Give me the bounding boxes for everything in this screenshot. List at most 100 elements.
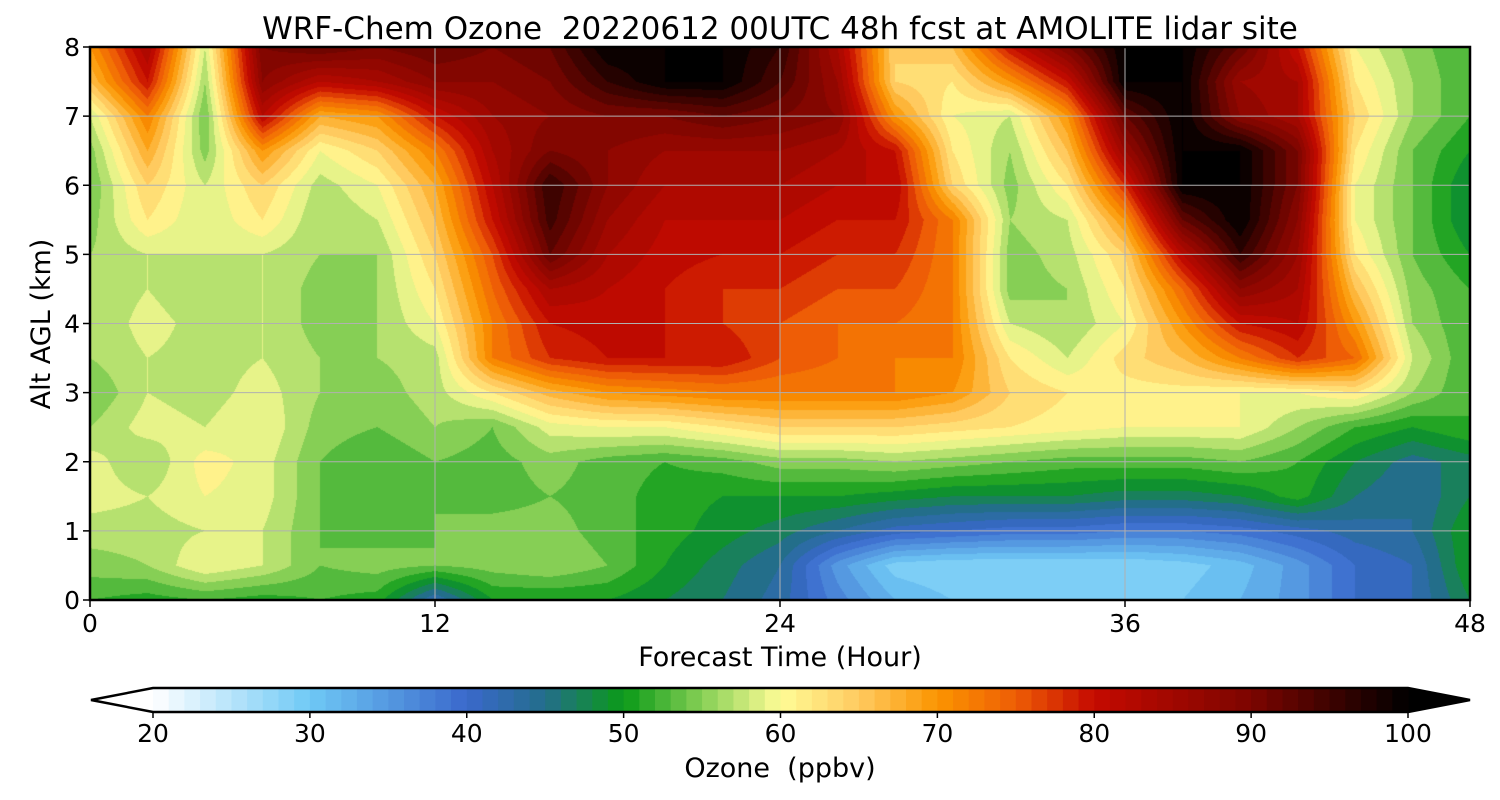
colorbar-swatch	[607, 688, 625, 712]
colorbar-swatch	[1392, 688, 1409, 712]
colorbar-swatch	[843, 688, 860, 712]
x-tick-label: 0	[82, 609, 98, 638]
colorbar-swatch	[466, 688, 484, 712]
colorbar-tick-label: 90	[1235, 719, 1267, 748]
colorbar-swatch	[749, 688, 766, 712]
colorbar-swatch	[1360, 688, 1378, 712]
colorbar-swatch	[937, 688, 954, 712]
colorbar-swatch	[764, 688, 782, 712]
colorbar-swatch	[1015, 688, 1033, 712]
colorbar-swatch	[560, 688, 578, 712]
colorbar-swatch	[372, 688, 389, 712]
colorbar-swatch	[1141, 688, 1158, 712]
colorbar-tick-label: 70	[921, 719, 953, 748]
colorbar-swatch	[702, 688, 719, 712]
colorbar-swatch	[1078, 688, 1095, 712]
colorbar-swatch	[451, 688, 468, 712]
colorbar-swatch	[686, 688, 703, 712]
y-tick-label: 5	[64, 240, 80, 269]
colorbar-swatch	[231, 688, 248, 712]
colorbar-swatch	[435, 688, 452, 712]
colorbar-swatch	[953, 688, 970, 712]
y-tick-label: 3	[64, 379, 80, 408]
colorbar-swatch	[1125, 688, 1142, 712]
colorbar-swatch	[1376, 688, 1393, 712]
colorbar-extend-max	[1407, 688, 1470, 712]
colorbar-extend-min	[91, 688, 154, 712]
colorbar-swatch	[1345, 688, 1362, 712]
y-tick-label: 2	[64, 448, 80, 477]
colorbar-swatch	[1172, 688, 1189, 712]
colorbar-swatch	[906, 688, 923, 712]
colorbar-swatch	[670, 688, 687, 712]
colorbar-tick-label: 20	[137, 719, 169, 748]
colorbar-swatch	[262, 688, 280, 712]
colorbar-swatch	[513, 688, 531, 712]
colorbar-swatch	[1094, 688, 1111, 712]
chart-title: WRF-Chem Ozone 20220612 00UTC 48h fcst a…	[262, 11, 1298, 47]
y-tick-label: 0	[64, 586, 80, 615]
colorbar-swatch	[1188, 688, 1205, 712]
x-tick-label: 48	[1454, 609, 1486, 638]
x-tick-label: 12	[419, 609, 451, 638]
colorbar-swatch	[874, 688, 891, 712]
x-axis: 0 12 24 36 48	[82, 600, 1486, 638]
colorbar-swatch	[858, 688, 876, 712]
colorbar-swatch	[796, 688, 813, 712]
colorbar-tick-label: 40	[451, 719, 483, 748]
colorbar-swatch	[294, 688, 311, 712]
colorbar-swatch	[717, 688, 735, 712]
colorbar-swatch	[780, 688, 797, 712]
colorbar-swatch	[1031, 688, 1048, 712]
colorbar-swatch	[278, 688, 295, 712]
colorbar-swatch	[655, 688, 672, 712]
colorbar-swatch	[968, 688, 986, 712]
colorbar-tick-label: 50	[608, 719, 640, 748]
colorbar-swatch	[247, 688, 264, 712]
colorbar-swatch	[419, 688, 436, 712]
colorbar-swatch	[1000, 688, 1017, 712]
colorbar-tick-label: 100	[1384, 719, 1432, 748]
colorbar-swatch	[184, 688, 201, 712]
colorbar-swatch	[921, 688, 938, 712]
colorbar-swatch	[529, 688, 546, 712]
colorbar-tick-label: 60	[765, 719, 797, 748]
colorbar-swatch	[1047, 688, 1064, 712]
colorbar-swatch	[1282, 688, 1299, 712]
y-tick-label: 7	[64, 102, 80, 131]
colorbar-swatch	[592, 688, 609, 712]
colorbar-swatch	[1251, 688, 1268, 712]
colorbar-tick-label: 80	[1078, 719, 1110, 748]
colorbar: 20 30 40 50 60 70 80 90 100	[90, 686, 1471, 748]
colorbar-swatch	[309, 688, 327, 712]
y-tick-label: 6	[64, 171, 80, 200]
colorbar-swatch	[482, 688, 499, 712]
colorbar-swatch	[1109, 688, 1127, 712]
colorbar-swatch	[325, 688, 342, 712]
y-tick-label: 8	[64, 33, 80, 62]
colorbar-swatch	[168, 688, 185, 712]
colorbar-swatch	[623, 688, 640, 712]
colorbar-swatch	[890, 688, 907, 712]
colorbar-swatch	[1219, 688, 1237, 712]
y-axis-label: Alt AGL (km)	[26, 239, 57, 410]
colorbar-swatch	[827, 688, 844, 712]
x-tick-label: 24	[764, 609, 796, 638]
colorbar-swatch	[984, 688, 1001, 712]
colorbar-swatch	[1204, 688, 1221, 712]
colorbar-swatch	[1266, 688, 1284, 712]
colorbar-swatch	[356, 688, 374, 712]
colorbar-swatch	[1157, 688, 1174, 712]
colorbar-swatch	[200, 688, 217, 712]
y-axis: 0 1 2 3 4 5 6 7 8	[64, 33, 90, 615]
colorbar-swatch	[498, 688, 515, 712]
colorbar-swatch	[545, 688, 562, 712]
x-axis-label: Forecast Time (Hour)	[638, 642, 922, 673]
colorbar-swatch	[1313, 688, 1331, 712]
colorbar-swatch	[1298, 688, 1315, 712]
colorbar-ticks: 20 30 40 50 60 70 80 90 100	[137, 712, 1432, 748]
colorbar-tick-label: 30	[294, 719, 326, 748]
colorbar-swatch	[733, 688, 750, 712]
